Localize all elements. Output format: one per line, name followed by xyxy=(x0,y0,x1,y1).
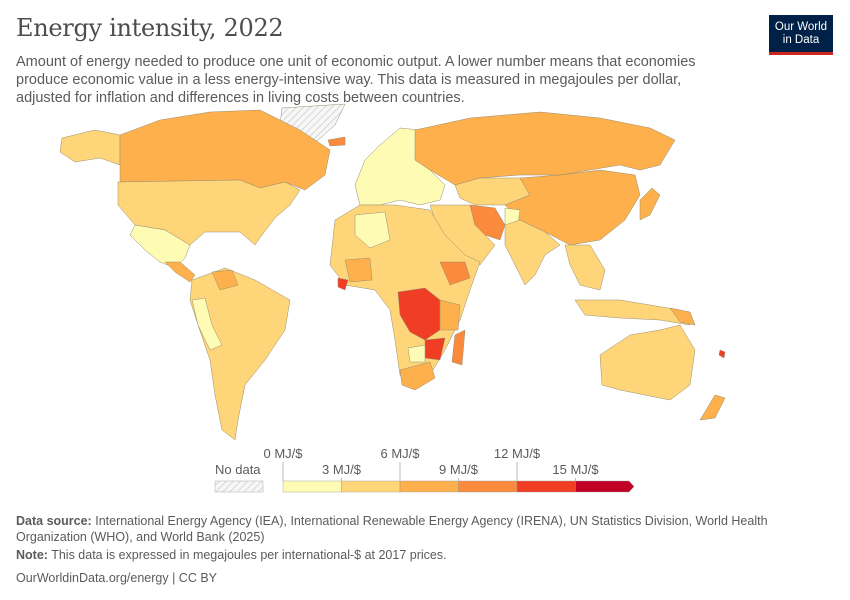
note-label: Note: xyxy=(16,548,48,562)
region-india[interactable] xyxy=(504,219,561,286)
region-china[interactable] xyxy=(504,169,641,246)
logo-line-1: Our World xyxy=(774,20,828,33)
region-botswana[interactable] xyxy=(407,344,426,363)
legend-bin[interactable] xyxy=(341,480,401,493)
legend-tick-label: 15 MJ/$ xyxy=(552,462,599,477)
region-south-america[interactable] xyxy=(189,267,291,441)
note: Note: This data is expressed in megajoul… xyxy=(16,547,816,563)
legend-bin[interactable] xyxy=(399,480,459,493)
region-ethiopia[interactable] xyxy=(439,261,471,286)
region-southeast-asia[interactable] xyxy=(564,244,606,291)
chart-subtitle: Amount of energy needed to produce one u… xyxy=(16,54,696,106)
legend-tick-label: 3 MJ/$ xyxy=(322,462,362,477)
region-alaska[interactable] xyxy=(59,129,121,166)
region-west-africa[interactable] xyxy=(344,257,373,283)
chart-title: Energy intensity, 2022 xyxy=(16,14,284,42)
region-new-zealand[interactable] xyxy=(699,394,726,421)
region-algeria[interactable] xyxy=(354,211,391,249)
region-sierra-leone[interactable] xyxy=(337,277,349,291)
region-madagascar[interactable] xyxy=(451,329,466,366)
legend-bin[interactable] xyxy=(575,480,635,493)
source-text: International Energy Agency (IEA), Inter… xyxy=(16,514,768,544)
data-source: Data source: International Energy Agency… xyxy=(16,513,816,545)
region-iceland[interactable] xyxy=(327,136,346,147)
region-japan[interactable] xyxy=(639,187,661,221)
region-south-africa[interactable] xyxy=(399,361,436,391)
legend-tick-label: 0 MJ/$ xyxy=(263,446,303,461)
owid-logo[interactable]: Our World in Data xyxy=(769,15,833,55)
region-russia[interactable] xyxy=(414,111,676,186)
legend-tick-label: 9 MJ/$ xyxy=(439,462,479,477)
legend-bin[interactable] xyxy=(516,480,576,493)
region-peru[interactable] xyxy=(191,297,223,351)
legend-tick-label: 12 MJ/$ xyxy=(494,446,541,461)
world-map xyxy=(59,103,726,441)
region-new-caledonia[interactable] xyxy=(718,349,726,359)
legend-tick-label: 6 MJ/$ xyxy=(380,446,420,461)
region-drc[interactable] xyxy=(397,287,441,341)
source-label: Data source: xyxy=(16,514,92,528)
region-tanzania[interactable] xyxy=(439,299,461,331)
region-australia[interactable] xyxy=(599,324,696,401)
region-indonesia[interactable] xyxy=(574,299,691,326)
region-iran[interactable] xyxy=(469,204,506,241)
region-venezuela[interactable] xyxy=(211,269,239,291)
legend-no-data-label: No data xyxy=(215,462,261,477)
legend-no-data-swatch xyxy=(214,480,264,493)
logo-line-2: in Data xyxy=(782,33,820,46)
region-png[interactable] xyxy=(669,307,696,326)
footer-link[interactable]: OurWorldinData.org/energy | CC BY xyxy=(16,571,218,585)
legend-bin[interactable] xyxy=(458,480,518,493)
note-text: This data is expressed in megajoules per… xyxy=(51,548,447,562)
region-central-america[interactable] xyxy=(164,261,196,283)
region-europe[interactable] xyxy=(354,127,446,206)
legend-bin[interactable] xyxy=(282,480,342,493)
